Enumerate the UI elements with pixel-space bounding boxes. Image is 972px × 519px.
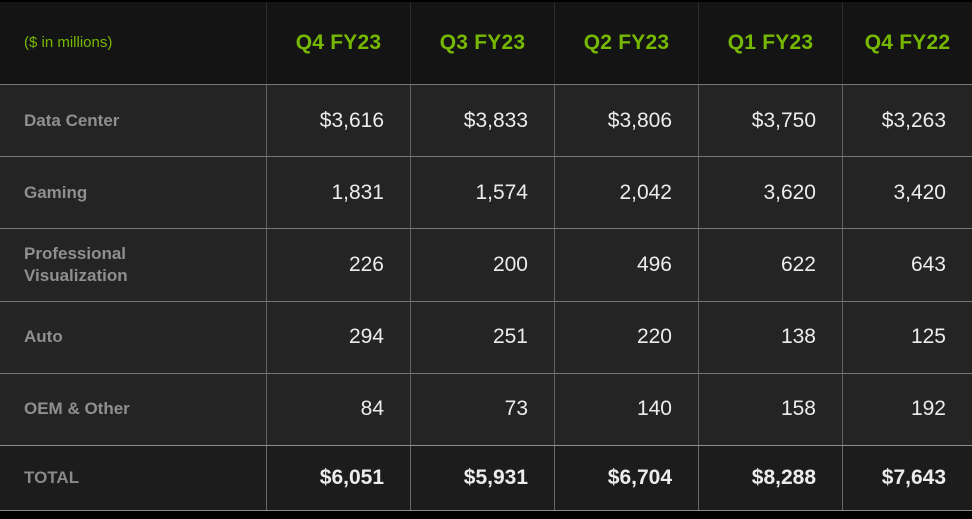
- cell-value: 73: [410, 373, 554, 446]
- total-value: $5,931: [410, 446, 554, 511]
- cell-value: 3,420: [842, 157, 972, 229]
- unit-label: ($ in millions): [24, 34, 113, 52]
- cell-value: $3,750: [698, 85, 842, 157]
- column-header-q4-fy22: Q4 FY22: [842, 2, 972, 84]
- table-row-oem-other: OEM & Other 84 73 140 158 192: [0, 372, 972, 446]
- row-label-gaming: Gaming: [24, 182, 88, 202]
- row-label-oem-other: OEM & Other: [24, 399, 130, 419]
- column-header-q3-fy23: Q3 FY23: [410, 2, 554, 84]
- total-value: $8,288: [698, 446, 842, 511]
- table-row-data-center: Data Center $3,616 $3,833 $3,806 $3,750 …: [0, 84, 972, 157]
- cell-value: 3,620: [698, 157, 842, 229]
- cell-value: $3,833: [410, 85, 554, 157]
- column-header-q4-fy23: Q4 FY23: [266, 2, 410, 84]
- cell-value: 138: [698, 301, 842, 373]
- row-label-data-center: Data Center: [24, 110, 120, 130]
- cell-value: 226: [266, 229, 410, 301]
- total-value: $6,051: [266, 446, 410, 511]
- row-label-auto: Auto: [24, 327, 63, 347]
- table-row-auto: Auto 294 251 220 138 125: [0, 300, 972, 373]
- cell-value: 2,042: [554, 157, 698, 229]
- cell-value: $3,806: [554, 85, 698, 157]
- cell-value: 496: [554, 229, 698, 301]
- cell-value: 294: [266, 301, 410, 373]
- cell-value: 1,574: [410, 157, 554, 229]
- column-header-q2-fy23: Q2 FY23: [554, 2, 698, 84]
- row-label-total: TOTAL: [24, 467, 80, 487]
- bottom-edge: [0, 510, 972, 519]
- cell-value: 84: [266, 373, 410, 446]
- cell-value: 192: [842, 373, 972, 446]
- cell-value: 158: [698, 373, 842, 446]
- table-row-gaming: Gaming 1,831 1,574 2,042 3,620 3,420: [0, 156, 972, 229]
- cell-value: $3,616: [266, 85, 410, 157]
- cell-value: 220: [554, 301, 698, 373]
- table-row-total: TOTAL $6,051 $5,931 $6,704 $8,288 $7,643: [0, 445, 972, 511]
- table-header-row: ($ in millions) Q4 FY23 Q3 FY23 Q2 FY23 …: [0, 2, 972, 84]
- cell-value: 140: [554, 373, 698, 446]
- total-value: $7,643: [842, 446, 972, 511]
- cell-value: 643: [842, 229, 972, 301]
- cell-value: 200: [410, 229, 554, 301]
- table-row-professional-visualization: Professional Visualization 226 200 496 6…: [0, 228, 972, 301]
- cell-value: 622: [698, 229, 842, 301]
- column-header-q1-fy23: Q1 FY23: [698, 2, 842, 84]
- cell-value: 125: [842, 301, 972, 373]
- total-value: $6,704: [554, 446, 698, 511]
- row-label-professional-visualization: Professional Visualization: [24, 243, 128, 285]
- cell-value: 1,831: [266, 157, 410, 229]
- cell-value: $3,263: [842, 85, 972, 157]
- cell-value: 251: [410, 301, 554, 373]
